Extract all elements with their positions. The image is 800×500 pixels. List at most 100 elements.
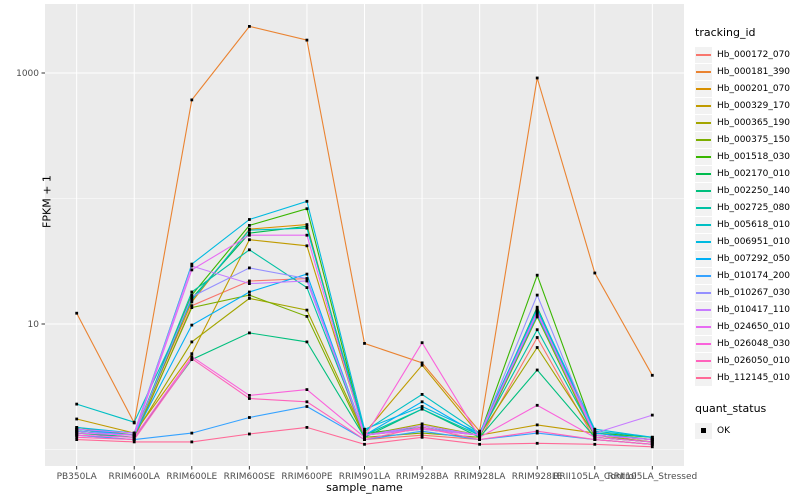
legend-swatch-line <box>696 325 711 328</box>
legend: tracking_id Hb_000172_070 Hb_000181_390 Hb… <box>690 26 798 439</box>
data-point <box>363 442 366 446</box>
data-point <box>132 440 136 444</box>
data-point <box>420 361 424 365</box>
data-point <box>593 442 597 446</box>
data-point <box>535 431 539 435</box>
data-point <box>248 248 251 252</box>
data-point <box>478 433 481 437</box>
legend-key <box>695 422 712 439</box>
data-point <box>190 293 194 297</box>
data-point <box>535 305 539 309</box>
legend-item: Hb_010417_110 <box>690 301 798 318</box>
data-point <box>190 323 194 327</box>
legend-item-label: Hb_007292_050 <box>717 253 791 264</box>
data-point <box>305 405 309 408</box>
legend-item: Hb_005618_010 <box>690 216 798 233</box>
data-point <box>305 233 309 237</box>
data-point <box>190 306 194 309</box>
data-point <box>75 311 79 315</box>
legend-key <box>695 148 712 165</box>
data-point <box>535 346 539 349</box>
legend-key <box>695 80 712 97</box>
data-point <box>650 435 654 439</box>
data-point <box>132 435 136 439</box>
data-point <box>363 431 366 435</box>
x-tick-label: RRII105LA_Stressed <box>607 472 697 482</box>
data-point <box>650 442 654 446</box>
data-point <box>535 76 539 80</box>
legend-swatch-line <box>696 274 711 277</box>
legend-swatch-line <box>696 121 711 124</box>
legend-item-label: Hb_026050_010 <box>717 355 791 366</box>
data-point <box>420 427 424 431</box>
legend-item: Hb_000375_150 <box>690 131 798 148</box>
filled-square-swatch-icon <box>701 428 706 433</box>
data-point <box>593 429 597 433</box>
data-point <box>593 271 597 275</box>
x-tick-label: RRIM600SE <box>224 472 276 482</box>
legend-item: Hb_000201_070 <box>690 80 798 97</box>
data-point <box>420 429 424 433</box>
data-point <box>132 438 136 441</box>
data-point <box>535 368 539 372</box>
data-point <box>420 400 424 404</box>
legend-item-label: Hb_000375_150 <box>717 134 791 145</box>
data-point <box>305 277 309 280</box>
data-point <box>363 342 366 345</box>
data-point <box>305 388 309 391</box>
data-point <box>75 429 79 433</box>
data-point <box>305 38 309 42</box>
data-point <box>190 264 194 268</box>
data-point <box>593 438 597 441</box>
legend-item: Hb_001518_030 <box>690 148 798 165</box>
legend-item-label: Hb_001518_030 <box>717 151 791 162</box>
data-point <box>190 357 194 360</box>
legend-item: Hb_112145_010 <box>690 369 798 386</box>
data-point <box>363 438 366 441</box>
data-point <box>305 286 309 289</box>
legend-key <box>695 165 712 182</box>
legend-title: tracking_id <box>695 26 756 39</box>
legend-key <box>695 369 712 386</box>
x-tick-label: RRIM928LE <box>512 472 563 482</box>
legend-item: Hb_007292_050 <box>690 250 798 267</box>
data-point <box>420 405 424 408</box>
x-axis-title: sample_name <box>326 481 403 494</box>
legend-swatch-line <box>696 138 711 141</box>
legend-item-label: Hb_010417_110 <box>717 304 791 315</box>
legend-item: Hb_000365_190 <box>690 114 798 131</box>
x-tick-label: RRIM928BA <box>396 472 449 482</box>
legend-swatch-line <box>696 70 711 73</box>
x-tick-label: RRIM901LA <box>339 472 391 482</box>
data-point <box>478 442 481 446</box>
legend-key <box>695 114 712 131</box>
data-point <box>535 328 539 332</box>
data-point <box>190 352 194 356</box>
x-tick-label: PB350LA <box>57 472 98 482</box>
data-point <box>75 427 79 431</box>
data-point <box>305 223 309 226</box>
legend-item-label: Hb_010174_200 <box>717 270 791 281</box>
data-point <box>190 355 194 358</box>
data-point <box>305 400 309 404</box>
data-point <box>305 340 309 344</box>
data-point <box>650 413 654 417</box>
data-point <box>75 417 79 421</box>
quant-status-label: OK <box>717 425 730 436</box>
legend-item-label: Hb_000181_390 <box>717 66 791 77</box>
legend-item-label: Hb_002170_010 <box>717 168 791 179</box>
legend-swatch-line <box>696 104 711 107</box>
data-point <box>248 224 251 227</box>
data-point <box>593 435 597 439</box>
legend-key <box>695 199 712 216</box>
data-point <box>132 431 136 435</box>
legend-item: Hb_000172_070 <box>690 46 798 63</box>
data-point <box>248 266 251 270</box>
legend-item-label: Hb_112145_010 <box>717 372 791 383</box>
data-point <box>478 429 481 433</box>
legend-swatch-line <box>696 240 711 243</box>
legend-swatch-line <box>696 172 711 175</box>
data-point <box>535 315 539 319</box>
legend-item-label: Hb_000329_170 <box>717 100 791 111</box>
